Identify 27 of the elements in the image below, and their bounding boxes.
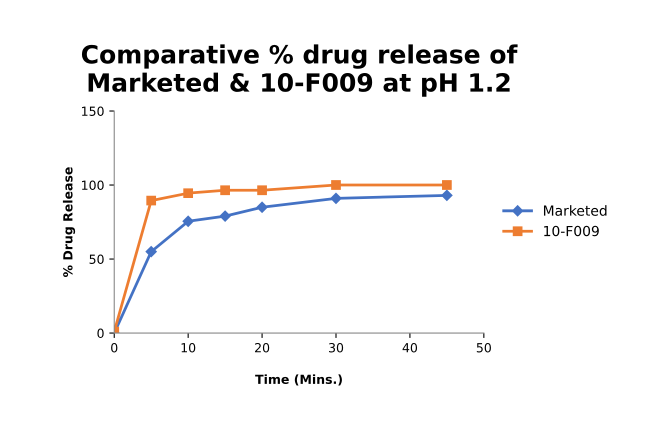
point <box>330 192 342 204</box>
point <box>256 202 268 213</box>
point <box>183 188 194 198</box>
legend-label: Marketed <box>544 205 606 216</box>
point <box>331 180 341 190</box>
y-tick-label: 0 <box>97 328 104 338</box>
point <box>146 196 156 206</box>
point <box>257 185 267 196</box>
legend-label: 10-F009 <box>544 226 599 236</box>
y-tick-label: 100 <box>82 180 104 190</box>
x-tick-label: 40 <box>402 343 418 352</box>
x-axis-title: Time (Mins.) <box>255 374 342 386</box>
point <box>146 246 157 258</box>
point <box>441 190 452 201</box>
chart-title: Comparative % drug release of Marketed & 10-F009 at pH 1.2 <box>82 44 518 97</box>
x-tick-label: 50 <box>476 343 491 352</box>
point <box>220 210 231 222</box>
point <box>182 216 194 227</box>
y-tick-label: 150 <box>82 106 104 116</box>
x-tick-label: 10 <box>182 343 196 352</box>
x-tick-label: 30 <box>329 343 344 352</box>
y-tick-label: 50 <box>90 254 104 264</box>
y-axis-title: % Drug Release <box>62 167 76 278</box>
point <box>442 180 452 190</box>
x-tick-label: 20 <box>255 343 270 352</box>
point <box>220 185 230 196</box>
x-tick-label: 0 <box>111 343 118 352</box>
